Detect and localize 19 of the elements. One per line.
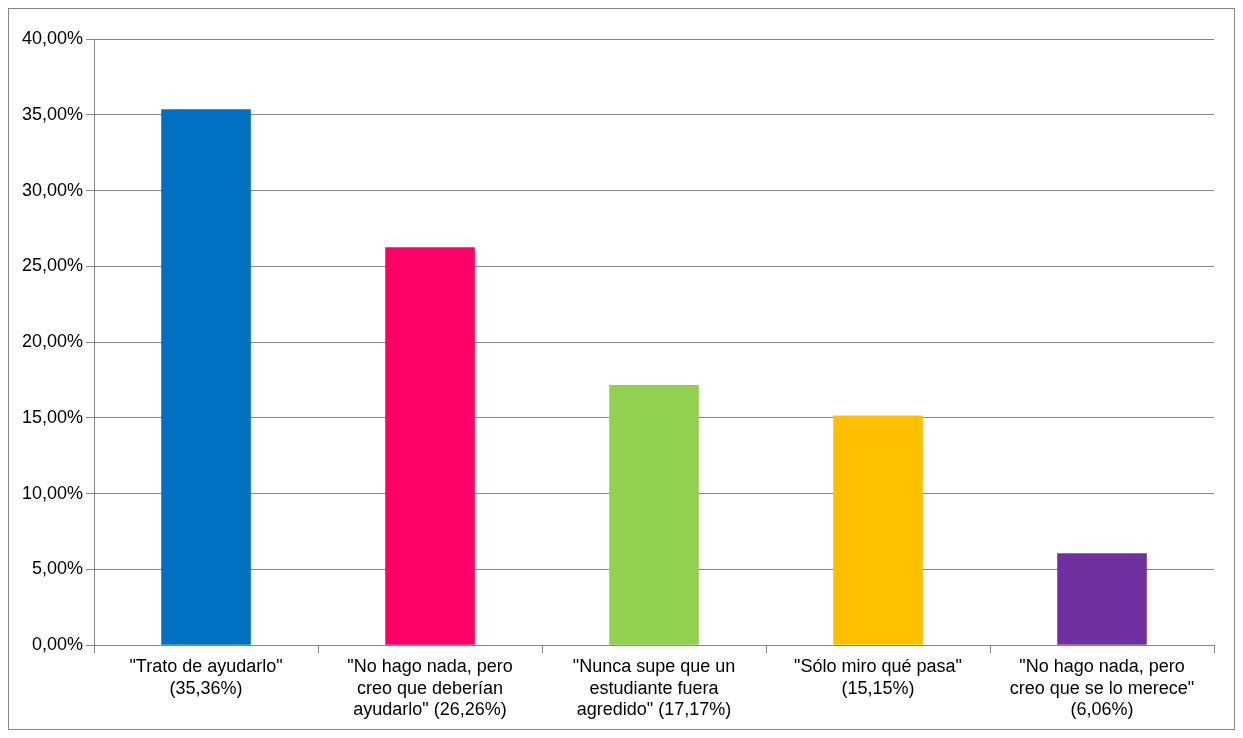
- y-tick-label: 25,00%: [21, 255, 84, 276]
- x-tick-label: "No hago nada, pero creo que se lo merece" (6,06%): [1009, 655, 1195, 720]
- x-tick-label: "No hago nada, pero creo que deberían ayudarlo" (26,26%): [347, 655, 513, 720]
- x-tick-label: "Nunca supe que un estudiante fuera agredido" (17,17%): [572, 655, 736, 720]
- y-tick-label: 5,00%: [32, 558, 84, 579]
- bar: [833, 415, 923, 645]
- x-tick-label: "Trato de ayudarlo" (35,36%): [129, 655, 283, 698]
- bar: [609, 384, 699, 645]
- y-tick-label: 0,00%: [32, 634, 84, 655]
- bar: [385, 247, 475, 645]
- bar: [161, 109, 251, 645]
- y-tick-label: 20,00%: [21, 331, 84, 352]
- y-tick-label: 30,00%: [21, 179, 84, 200]
- y-tick-label: 10,00%: [21, 482, 84, 503]
- y-tick-label: 40,00%: [21, 27, 84, 48]
- bar: [1057, 553, 1147, 645]
- y-tick-label: 35,00%: [21, 103, 84, 124]
- x-tick-label: "Sólo miro qué pasa" (15,15%): [794, 655, 962, 698]
- y-tick-label: 15,00%: [21, 406, 84, 427]
